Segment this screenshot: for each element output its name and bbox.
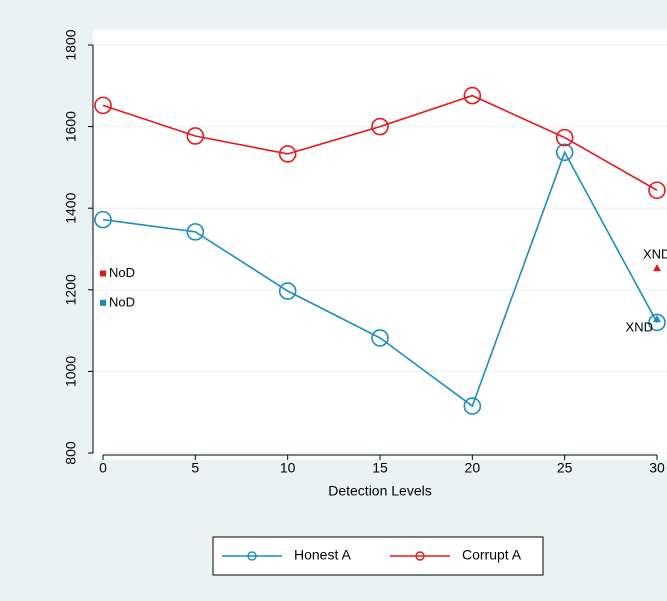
x-tick-label: 20 [465,460,481,476]
legend-label: Honest A [294,547,351,563]
point [278,145,297,163]
x-axis-title: Detection Levels [328,483,432,499]
point [463,397,482,415]
x-tick-label: 25 [557,460,573,476]
annotation-label: XND [643,247,667,262]
y-tick-label: 1800 [63,29,79,60]
series-line [102,94,658,191]
y-tick-label: 800 [63,441,79,465]
point [94,96,112,115]
annotation-marker [100,299,106,306]
point [278,282,297,300]
annotation-label: XND [626,320,653,335]
point [555,143,574,162]
y-tick-label: 1400 [63,192,79,223]
annotation-marker [100,270,106,277]
point [94,210,112,229]
point [648,181,666,200]
y-tick-label: 1000 [63,356,79,387]
point [371,117,389,136]
plot-area [93,30,667,460]
annotation-label: NoD [109,294,135,309]
point [371,329,389,347]
x-tick-label: 0 [99,460,107,476]
legend-label: Corrupt A [462,547,522,563]
x-tick-label: 15 [372,460,388,476]
legend-marker [415,551,425,561]
x-tick-label: 30 [649,460,665,476]
point [186,223,205,241]
point [648,313,666,332]
annotation-label: NoD [109,265,135,280]
point [463,86,482,105]
point [186,127,205,145]
annotation-marker [653,315,661,323]
y-tick-label: 1600 [63,111,79,142]
x-tick-label: 10 [280,460,296,476]
y-tick-label: 1200 [63,274,79,305]
series-line [102,150,658,408]
legend-marker [247,551,257,561]
x-tick-label: 5 [191,460,199,476]
point [555,128,574,147]
annotation-marker [653,264,661,272]
